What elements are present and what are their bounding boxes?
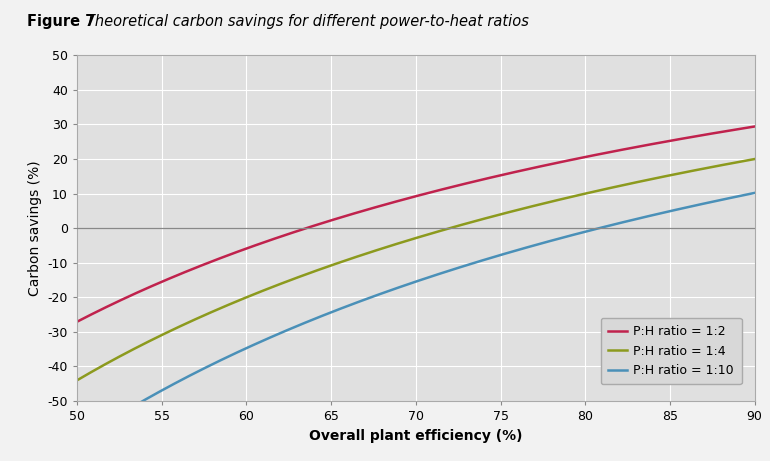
P:H ratio = 1:10 (750, 190, 759, 195)
P:H ratio = 1:4 (601, 186, 610, 192)
Line: P:H ratio = 1:10: P:H ratio = 1:10 (77, 193, 755, 441)
P:H ratio = 1:4 (346, 256, 356, 261)
P:H ratio = 1:10 (72, 438, 82, 444)
P:H ratio = 1:4 (72, 378, 82, 383)
P:H ratio = 1:2 (142, 286, 151, 291)
Line: P:H ratio = 1:2: P:H ratio = 1:2 (77, 126, 755, 322)
P:H ratio = 1:2 (750, 124, 759, 129)
P:H ratio = 1:4 (537, 201, 547, 207)
Text: Figure 7: Figure 7 (27, 14, 100, 29)
Y-axis label: Carbon savings (%): Carbon savings (%) (28, 160, 42, 296)
P:H ratio = 1:2 (72, 319, 82, 325)
P:H ratio = 1:10 (613, 221, 622, 226)
P:H ratio = 1:2 (613, 148, 622, 154)
P:H ratio = 1:4 (750, 156, 759, 162)
P:H ratio = 1:10 (371, 293, 380, 298)
P:H ratio = 1:2 (346, 212, 356, 217)
P:H ratio = 1:2 (601, 150, 610, 156)
P:H ratio = 1:10 (346, 302, 356, 307)
Text: Theoretical carbon savings for different power-to-heat ratios: Theoretical carbon savings for different… (86, 14, 529, 29)
P:H ratio = 1:4 (142, 340, 151, 345)
P:H ratio = 1:2 (371, 205, 380, 210)
P:H ratio = 1:10 (537, 240, 547, 246)
Line: P:H ratio = 1:4: P:H ratio = 1:4 (77, 159, 755, 380)
P:H ratio = 1:10 (601, 224, 610, 230)
P:H ratio = 1:4 (613, 183, 622, 189)
P:H ratio = 1:2 (537, 163, 547, 169)
Legend: P:H ratio = 1:2, P:H ratio = 1:4, P:H ratio = 1:10: P:H ratio = 1:2, P:H ratio = 1:4, P:H ra… (601, 318, 742, 384)
P:H ratio = 1:10 (142, 396, 151, 402)
X-axis label: Overall plant efficiency (%): Overall plant efficiency (%) (309, 429, 523, 443)
P:H ratio = 1:4 (371, 248, 380, 254)
